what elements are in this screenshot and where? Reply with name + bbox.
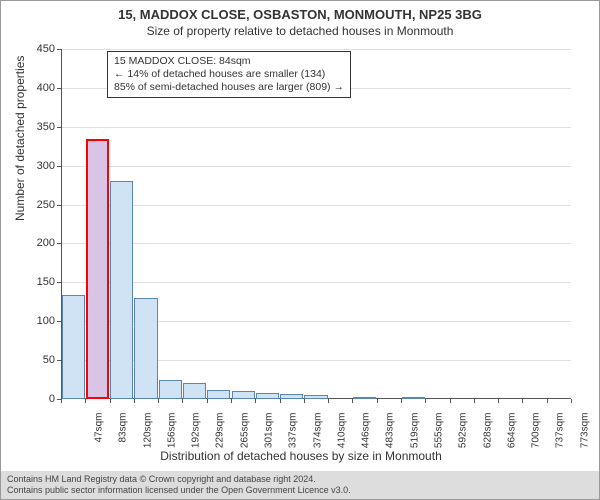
chart-container: 15, MADDOX CLOSE, OSBASTON, MONMOUTH, NP… xyxy=(0,0,600,500)
y-tick-mark xyxy=(57,166,61,167)
x-tick-mark xyxy=(571,399,572,403)
x-tick-label: 737sqm xyxy=(555,413,566,453)
x-tick-label: 265sqm xyxy=(239,413,250,453)
gridline xyxy=(61,282,571,283)
x-tick-label: 773sqm xyxy=(579,413,590,453)
x-tick-mark xyxy=(352,399,353,403)
x-tick-mark xyxy=(231,399,232,403)
x-axis-label: Distribution of detached houses by size … xyxy=(1,449,600,463)
chart-subtitle: Size of property relative to detached ho… xyxy=(1,24,599,38)
histogram-bar xyxy=(232,391,255,399)
annotation-line-3: 85% of semi-detached houses are larger (… xyxy=(114,81,344,94)
histogram-bar xyxy=(110,181,133,399)
histogram-bar xyxy=(353,397,376,399)
x-tick-mark xyxy=(207,399,208,403)
x-tick-label: 664sqm xyxy=(506,413,517,453)
x-tick-label: 446sqm xyxy=(361,413,372,453)
x-tick-mark xyxy=(328,399,329,403)
plot-area: 05010015020025030035040045047sqm83sqm120… xyxy=(61,49,571,399)
x-tick-mark xyxy=(522,399,523,403)
y-tick-label: 250 xyxy=(15,199,55,211)
y-tick-mark xyxy=(57,49,61,50)
x-tick-mark xyxy=(450,399,451,403)
x-tick-mark xyxy=(498,399,499,403)
x-tick-label: 301sqm xyxy=(264,413,275,453)
x-tick-mark xyxy=(304,399,305,403)
y-tick-label: 350 xyxy=(15,121,55,133)
x-tick-mark xyxy=(401,399,402,403)
x-tick-label: 192sqm xyxy=(191,413,202,453)
annotation-line-2: ← 14% of detached houses are smaller (13… xyxy=(114,68,344,81)
x-tick-mark xyxy=(377,399,378,403)
x-tick-mark xyxy=(158,399,159,403)
annotation-line-1: 15 MADDOX CLOSE: 84sqm xyxy=(114,55,344,68)
y-tick-mark xyxy=(57,88,61,89)
x-tick-mark xyxy=(474,399,475,403)
histogram-bar xyxy=(134,298,157,399)
x-tick-mark xyxy=(61,399,62,403)
x-tick-label: 628sqm xyxy=(482,413,493,453)
y-tick-label: 400 xyxy=(15,82,55,94)
y-axis-label: Number of detached properties xyxy=(13,56,27,221)
x-tick-label: 156sqm xyxy=(166,413,177,453)
x-tick-label: 592sqm xyxy=(458,413,469,453)
histogram-bar xyxy=(183,383,206,399)
x-tick-label: 229sqm xyxy=(215,413,226,453)
y-tick-label: 200 xyxy=(15,237,55,249)
annotation-box: 15 MADDOX CLOSE: 84sqm ← 14% of detached… xyxy=(107,51,351,98)
y-tick-mark xyxy=(57,282,61,283)
y-tick-mark xyxy=(57,360,61,361)
x-tick-label: 555sqm xyxy=(434,413,445,453)
y-tick-mark xyxy=(57,127,61,128)
histogram-bar xyxy=(256,393,279,399)
histogram-bar xyxy=(280,394,303,399)
gridline xyxy=(61,166,571,167)
y-tick-label: 300 xyxy=(15,160,55,172)
x-tick-mark xyxy=(425,399,426,403)
gridline xyxy=(61,127,571,128)
x-tick-label: 374sqm xyxy=(312,413,323,453)
x-tick-label: 410sqm xyxy=(336,413,347,453)
footer-attribution: Contains HM Land Registry data © Crown c… xyxy=(1,471,599,500)
x-tick-mark xyxy=(85,399,86,403)
x-tick-label: 47sqm xyxy=(94,413,105,453)
x-tick-mark xyxy=(280,399,281,403)
x-tick-mark xyxy=(182,399,183,403)
x-tick-label: 700sqm xyxy=(531,413,542,453)
x-tick-mark xyxy=(255,399,256,403)
gridline xyxy=(61,243,571,244)
y-tick-label: 450 xyxy=(15,43,55,55)
y-tick-label: 150 xyxy=(15,276,55,288)
x-tick-label: 483sqm xyxy=(385,413,396,453)
x-tick-label: 519sqm xyxy=(409,413,420,453)
x-tick-mark xyxy=(134,399,135,403)
y-tick-mark xyxy=(57,243,61,244)
histogram-bar xyxy=(207,390,230,399)
chart-title: 15, MADDOX CLOSE, OSBASTON, MONMOUTH, NP… xyxy=(1,7,599,22)
histogram-bar xyxy=(62,295,85,399)
y-tick-label: 100 xyxy=(15,315,55,327)
y-tick-label: 50 xyxy=(15,354,55,366)
footer-line-1: Contains HM Land Registry data © Crown c… xyxy=(7,474,593,485)
plot-surface: 05010015020025030035040045047sqm83sqm120… xyxy=(61,49,571,399)
x-tick-label: 337sqm xyxy=(288,413,299,453)
histogram-bar xyxy=(304,395,327,399)
histogram-bar xyxy=(159,380,182,399)
x-tick-label: 120sqm xyxy=(142,413,153,453)
y-tick-label: 0 xyxy=(15,393,55,405)
y-tick-mark xyxy=(57,205,61,206)
highlight-bar xyxy=(86,139,109,399)
histogram-bar xyxy=(402,397,425,399)
gridline xyxy=(61,205,571,206)
y-tick-mark xyxy=(57,321,61,322)
x-tick-mark xyxy=(547,399,548,403)
x-tick-mark xyxy=(110,399,111,403)
x-tick-label: 83sqm xyxy=(118,413,129,453)
footer-line-2: Contains public sector information licen… xyxy=(7,485,593,496)
gridline xyxy=(61,49,571,50)
